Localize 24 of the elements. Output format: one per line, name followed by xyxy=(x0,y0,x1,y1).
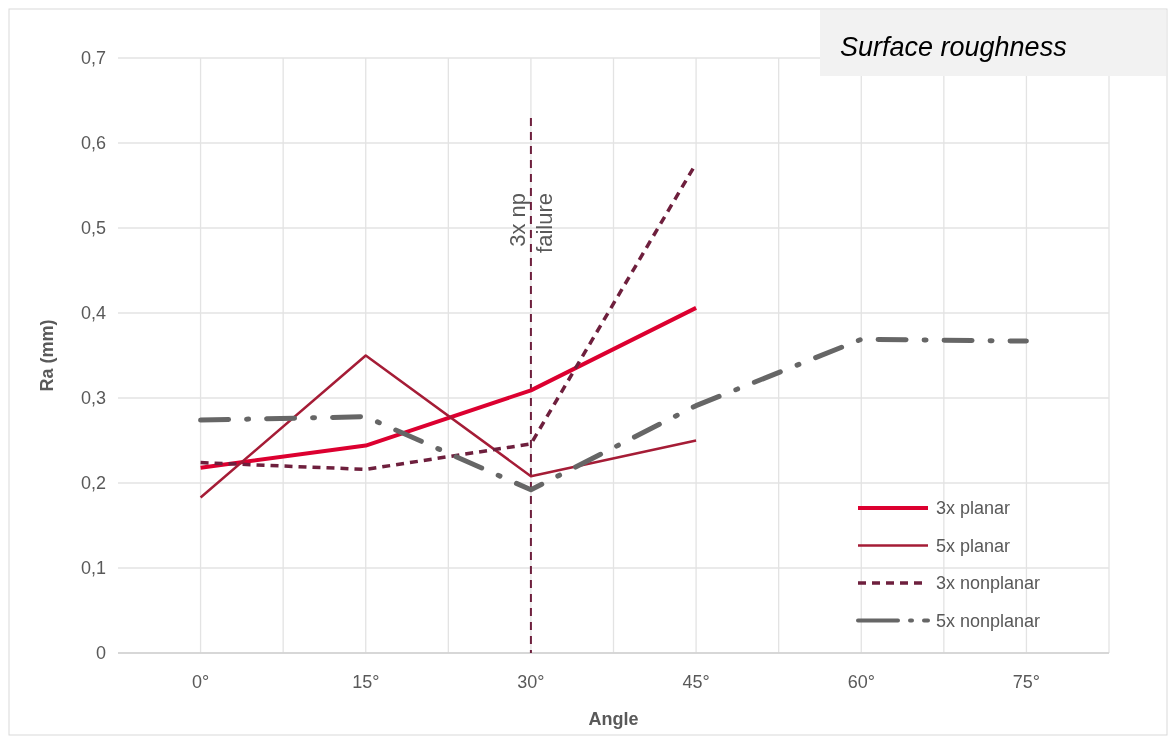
x-tick-label: 0° xyxy=(191,672,210,692)
x-axis-title: Angle xyxy=(588,709,639,729)
y-tick-label: 0,2 xyxy=(80,473,106,494)
legend-label: 5x planar xyxy=(936,535,1011,556)
x-tick-label: 75° xyxy=(1012,672,1041,692)
x-tick-label: 15° xyxy=(352,672,380,692)
x-tick-label: 45° xyxy=(682,672,710,692)
y-tick-label: 0,4 xyxy=(80,303,106,324)
y-tick-label: 0,7 xyxy=(80,48,106,69)
legend-label: 3x nonplanar xyxy=(936,573,1041,594)
chart-title: Surface roughness xyxy=(840,32,1067,62)
y-axis-title: Ra (mm) xyxy=(37,319,57,392)
x-tick-label: 60° xyxy=(847,672,875,692)
y-tick-label: 0,5 xyxy=(80,218,106,239)
legend-label: 3x planar xyxy=(936,498,1011,519)
legend-label: 5x nonplanar xyxy=(936,610,1041,631)
y-tick-label: 0,1 xyxy=(80,558,106,579)
line-series xyxy=(198,305,699,470)
y-tick-label: 0 xyxy=(95,643,106,664)
line-series xyxy=(199,354,698,499)
y-tick-label: 0,6 xyxy=(80,133,106,154)
y-tick-label: 0,3 xyxy=(80,388,106,409)
x-tick-label: 30° xyxy=(517,672,545,692)
ref-line-label: 3x np failure xyxy=(504,193,557,253)
